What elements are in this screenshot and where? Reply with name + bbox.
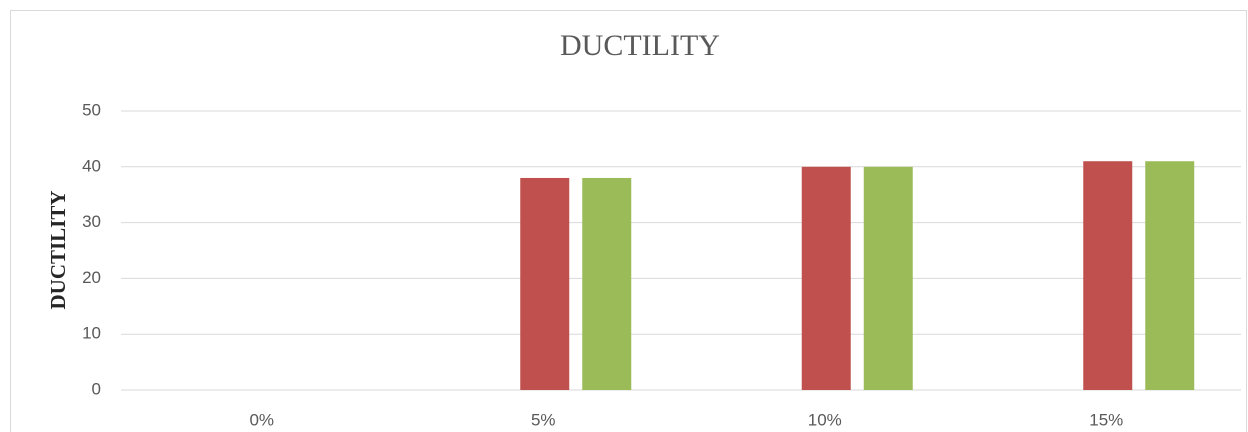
bar (863, 166, 913, 390)
y-tick-label: 50 (82, 100, 101, 119)
y-tick-label: 40 (82, 156, 101, 175)
bar (1145, 161, 1195, 390)
y-tick-label: 10 (82, 324, 101, 343)
y-tick-label: 20 (82, 268, 101, 287)
x-tick-label: 0% (249, 410, 274, 429)
x-tick-label: 5% (531, 410, 556, 429)
bar (582, 177, 632, 390)
bar (1083, 161, 1133, 390)
y-tick-label: 30 (82, 212, 101, 231)
x-tick-label: 10% (808, 410, 842, 429)
chart-title: DUCTILITY (560, 29, 720, 62)
x-tick-label: 15% (1089, 410, 1123, 429)
y-axis-label: DUCTILITY (46, 190, 70, 309)
y-tick-label: 0 (92, 379, 101, 398)
bar (520, 177, 570, 390)
bar (801, 166, 851, 390)
